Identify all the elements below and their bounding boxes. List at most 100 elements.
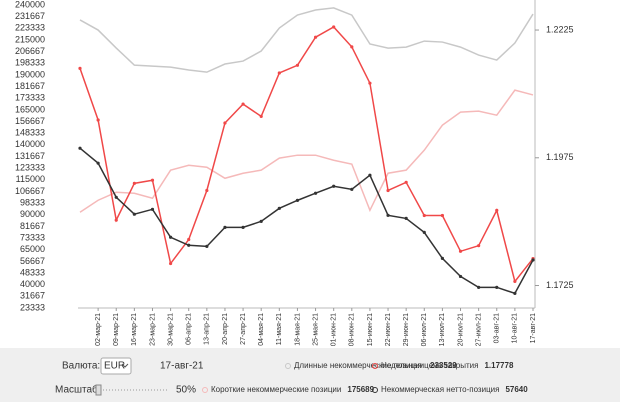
y-tick-label: 231667 bbox=[15, 11, 45, 21]
y-tick-label: 115000 bbox=[16, 174, 45, 184]
y-tick-label: 65000 bbox=[20, 244, 45, 254]
x-tick-label: 06-апр-21 bbox=[186, 313, 193, 345]
x-tick-label: 13-апр-21 bbox=[204, 313, 211, 345]
legend-name: Некоммерческая нетто-позиция bbox=[381, 385, 499, 394]
legend-marker bbox=[372, 387, 378, 393]
y-tick-label: 73333 bbox=[20, 232, 45, 242]
legend-value: 233529 bbox=[430, 361, 457, 370]
point bbox=[313, 35, 318, 39]
point bbox=[404, 216, 408, 221]
y-tick-label: 190000 bbox=[15, 69, 45, 79]
point bbox=[259, 219, 263, 223]
point bbox=[477, 244, 481, 248]
point bbox=[187, 243, 191, 247]
y-tick-label: 223333 bbox=[15, 23, 45, 33]
x-tick-label: 20-июл-21 bbox=[457, 313, 464, 346]
legend-entry: Некоммерческая нетто-позиция 57640 bbox=[381, 385, 528, 394]
legend-value: 1.17778 bbox=[484, 361, 513, 370]
point bbox=[332, 25, 336, 29]
point bbox=[513, 279, 517, 284]
y-tick-label: 181667 bbox=[15, 81, 45, 91]
y-tick-label: 31667 bbox=[20, 291, 45, 301]
y-tick-label: 173333 bbox=[15, 93, 45, 103]
x-tick-label: 17-авг-21 bbox=[530, 313, 537, 344]
y2-tick-label: 1.1975 bbox=[546, 152, 574, 162]
point bbox=[132, 181, 136, 185]
y-tick-label: 98333 bbox=[20, 197, 45, 207]
point bbox=[350, 187, 354, 191]
point bbox=[368, 81, 372, 85]
point bbox=[241, 225, 245, 229]
y-tick-label: 123333 bbox=[15, 163, 45, 173]
x-tick-label: 02-мар-21 bbox=[95, 313, 102, 346]
y-tick-label: 23333 bbox=[20, 302, 45, 312]
point bbox=[477, 285, 481, 289]
x-tick-label: 25-мая-21 bbox=[312, 313, 319, 346]
y-tick-label: 148333 bbox=[15, 128, 45, 138]
point bbox=[440, 256, 444, 261]
y-tick-label: 198333 bbox=[15, 58, 45, 68]
point bbox=[205, 244, 209, 248]
legend-value: 57640 bbox=[505, 385, 528, 394]
x-tick-label: 27-июл-21 bbox=[475, 313, 482, 346]
legend-marker bbox=[285, 363, 291, 369]
x-tick-label: 27-апр-21 bbox=[240, 313, 247, 345]
point bbox=[114, 195, 118, 199]
currency-label: Валюта: bbox=[62, 361, 100, 372]
series-line bbox=[79, 26, 534, 284]
slider-thumb[interactable] bbox=[95, 384, 102, 396]
legend-marker bbox=[202, 387, 208, 393]
point bbox=[368, 173, 372, 177]
date: 17-авг-21 bbox=[160, 361, 204, 372]
point bbox=[96, 161, 100, 165]
series-line bbox=[79, 147, 534, 295]
point bbox=[223, 225, 227, 229]
x-tick-label: 11-мая-21 bbox=[276, 313, 283, 345]
point bbox=[495, 208, 499, 213]
x-tick-label: 04-мая-21 bbox=[258, 313, 265, 346]
scale-value: 50% bbox=[176, 385, 196, 396]
point bbox=[205, 188, 209, 193]
point bbox=[150, 207, 155, 211]
legend-entry: Короткие некоммерческие позиции 175689 bbox=[211, 385, 375, 394]
x-tick-label: 09-мар-21 bbox=[113, 313, 120, 346]
y-tick-label: 165000 bbox=[15, 104, 45, 114]
point bbox=[295, 63, 300, 67]
point bbox=[422, 230, 426, 234]
legend-entry: Недельная цена закрытия 1.17778 bbox=[381, 361, 514, 370]
x-tick-label: 10-авг-21 bbox=[512, 313, 519, 344]
legend-marker bbox=[372, 363, 378, 369]
y-tick-label: 90000 bbox=[20, 209, 45, 219]
currency-select[interactable] bbox=[100, 357, 132, 375]
y-tick-label: 215000 bbox=[15, 34, 45, 44]
y-tick-label: 240000 bbox=[15, 0, 45, 9]
y2-tick-label: 1.1725 bbox=[546, 280, 574, 290]
y2-tick-label: 1.2225 bbox=[546, 24, 574, 34]
point bbox=[350, 45, 354, 49]
x-tick-label: 23-мар-21 bbox=[149, 313, 156, 346]
y-tick-label: 48333 bbox=[20, 267, 45, 277]
point bbox=[132, 212, 136, 216]
point bbox=[295, 198, 300, 202]
x-tick-label: 22-июн-21 bbox=[385, 313, 392, 346]
legend-name: Недельная цена закрытия bbox=[381, 361, 478, 370]
x-tick-label: 06-июл-21 bbox=[421, 313, 428, 346]
y-tick-label: 81667 bbox=[20, 221, 45, 231]
point bbox=[531, 258, 535, 262]
currency-value[interactable]: EUR bbox=[104, 361, 125, 372]
x-tick-label: 20-апр-21 bbox=[222, 313, 229, 345]
x-tick-label: 16-мар-21 bbox=[131, 313, 138, 346]
control-panel bbox=[0, 348, 620, 402]
x-tick-label: 18-мая-21 bbox=[294, 313, 301, 346]
point bbox=[150, 178, 155, 182]
y-tick-label: 140000 bbox=[15, 139, 45, 149]
x-tick-label: 13-июл-21 bbox=[439, 313, 446, 346]
legend-entry: Длинные некоммерческие позиции 233529 bbox=[294, 361, 457, 370]
point bbox=[259, 114, 263, 118]
point bbox=[169, 261, 173, 266]
x-tick-label: 03-авг-21 bbox=[494, 313, 501, 344]
y-tick-label: 131667 bbox=[15, 151, 45, 161]
series-line bbox=[79, 7, 534, 73]
dropdown-arrow bbox=[121, 363, 129, 368]
